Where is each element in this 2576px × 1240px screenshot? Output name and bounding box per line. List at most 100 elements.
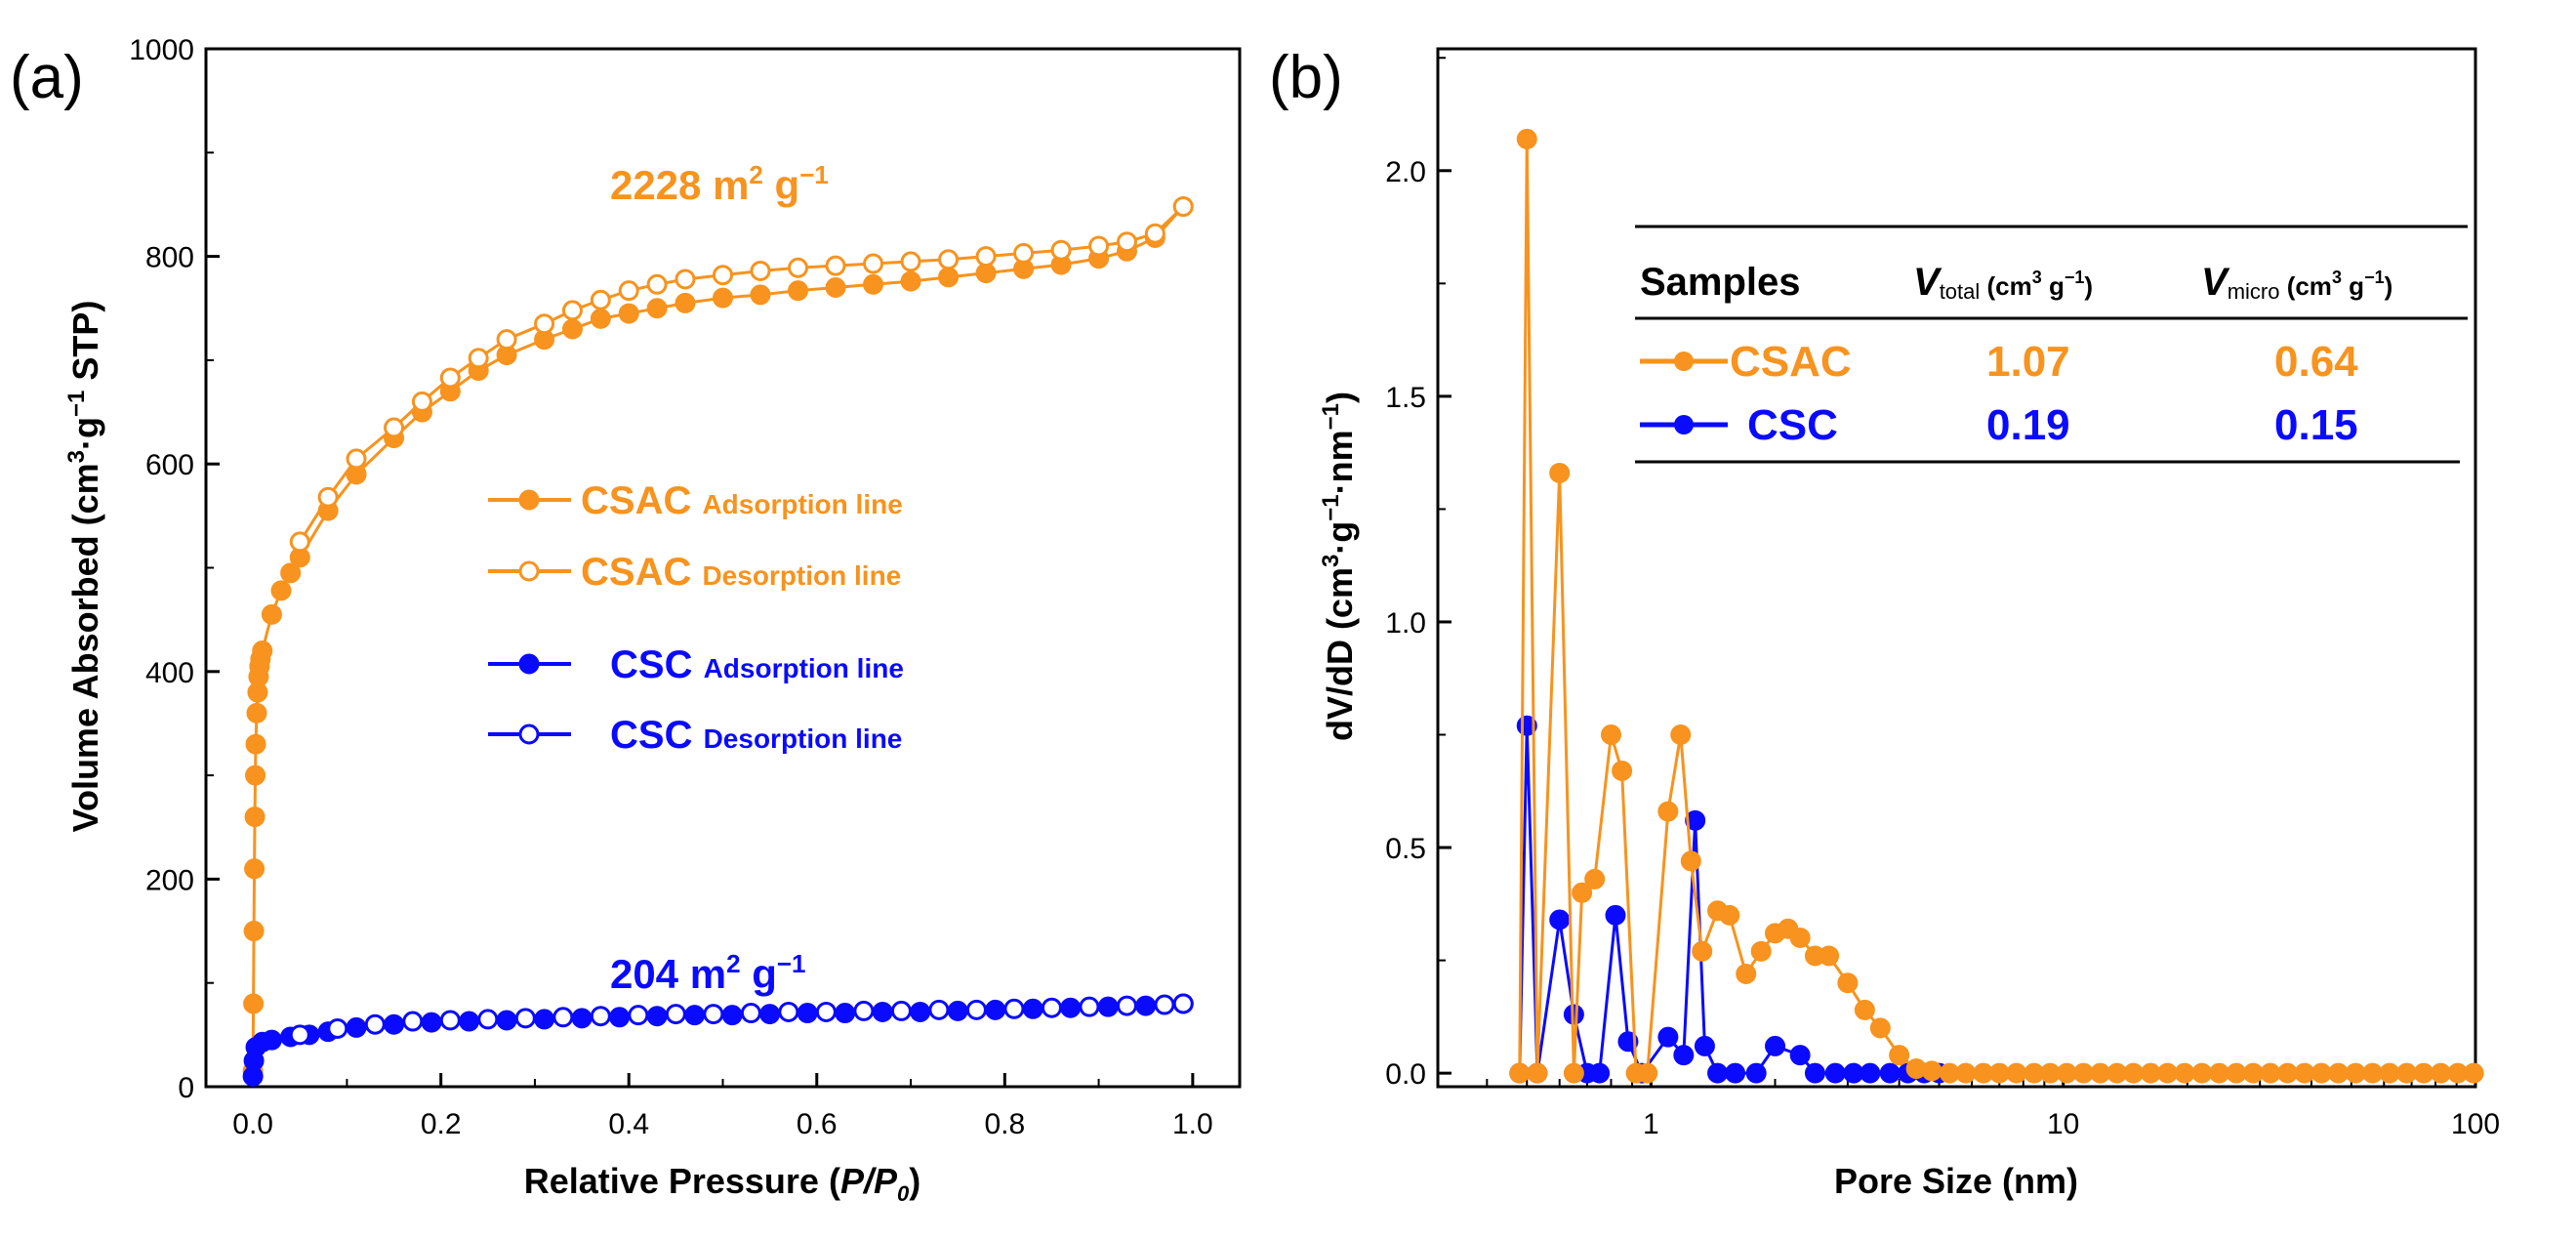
- data-point: [590, 308, 611, 329]
- data-point: [590, 1006, 611, 1027]
- data-point: [245, 765, 266, 786]
- y-tick-label: 2.0: [1385, 156, 1426, 188]
- data-point: [402, 1011, 424, 1032]
- data-point: [1172, 196, 1194, 218]
- data-point: [628, 1005, 649, 1026]
- data-point: [1819, 945, 1840, 967]
- x-tick-label: 0.0: [232, 1108, 273, 1140]
- data-point: [346, 448, 367, 470]
- data-point: [327, 1017, 348, 1039]
- data-point: [2191, 1062, 2213, 1084]
- data-point: [1804, 1062, 1825, 1084]
- data-point: [552, 1007, 574, 1028]
- data-point: [1745, 1062, 1767, 1084]
- data-point: [2242, 1062, 2264, 1084]
- data-point: [938, 267, 960, 288]
- data-point: [561, 300, 583, 321]
- data-point: [439, 1010, 461, 1031]
- y-tick-label: 200: [145, 864, 194, 896]
- data-point: [2123, 1062, 2145, 1084]
- panel-b-frame: [1436, 47, 2477, 1089]
- data-point: [1750, 940, 1772, 962]
- data-point: [928, 999, 950, 1020]
- data-point: [646, 273, 668, 295]
- x-tick-label: 1.0: [1172, 1108, 1213, 1140]
- data-point: [825, 255, 846, 276]
- data-point: [975, 246, 997, 268]
- data-point: [364, 1013, 386, 1035]
- data-point: [1921, 1060, 1942, 1082]
- data-point: [439, 367, 461, 389]
- data-point: [1824, 1062, 1846, 1084]
- data-point: [1736, 963, 1757, 984]
- legend-label: CSC Desorption line: [610, 714, 902, 757]
- csac-legend-marker: [1674, 351, 1694, 371]
- panel-b-x-axis-title: Pore Size (nm): [1834, 1161, 2078, 1201]
- data-point: [1789, 1045, 1811, 1066]
- data-point: [938, 249, 960, 270]
- data-point: [411, 391, 432, 412]
- legend-label: CSC Adsorption line: [610, 643, 904, 686]
- data-point: [243, 921, 265, 942]
- data-point: [317, 486, 339, 508]
- y-tick-label: 1000: [129, 34, 194, 66]
- data-point: [289, 531, 310, 553]
- data-point: [1673, 1045, 1695, 1066]
- data-point: [1854, 999, 1875, 1020]
- table-vmicro-csc: 0.15: [2274, 401, 2358, 449]
- data-point: [1050, 239, 1072, 261]
- data-point: [1584, 868, 1606, 889]
- data-point: [590, 289, 611, 310]
- panel-b-y-axis-title: dV/dD (cm3·g−1·nm−1): [1318, 392, 1360, 741]
- data-point: [890, 1000, 912, 1021]
- data-point: [468, 348, 489, 369]
- data-point: [1837, 972, 1859, 994]
- data-point: [244, 806, 266, 828]
- data-point: [1657, 1026, 1679, 1048]
- data-point: [245, 733, 266, 755]
- data-point: [863, 253, 884, 274]
- data-point: [289, 1024, 310, 1046]
- data-point: [778, 1001, 799, 1022]
- data-point: [1685, 809, 1706, 831]
- data-point: [246, 702, 267, 723]
- data-point: [2006, 1062, 2027, 1084]
- data-point: [825, 276, 846, 298]
- legend-item-csc-adsorption: CSC Adsorption line: [488, 643, 904, 686]
- data-point: [788, 257, 809, 278]
- legend-marker: [518, 489, 540, 511]
- surface-area-annotation-csac: 2228 m2 g−1: [610, 160, 829, 208]
- data-point: [1765, 1035, 1786, 1056]
- y-tick-label: 0: [178, 1072, 194, 1104]
- legend-label: CSAC Adsorption line: [581, 479, 903, 522]
- data-point: [1605, 904, 1626, 926]
- panel-a-isotherm-chart: (a) 0.0 0.2 0.4 0.6 0.8 1.002004006008001000 …: [10, 34, 1242, 1206]
- data-point: [2208, 1062, 2229, 1084]
- table-vmicro-csac: 0.64: [2274, 338, 2358, 386]
- data-point: [280, 562, 302, 584]
- data-point: [1694, 1035, 1715, 1056]
- table-row-csc: CSC 0.19 0.15: [1640, 401, 2358, 449]
- data-point: [1637, 1062, 1658, 1084]
- table-header-vtotal: Vtotal (cm3 g−1): [1913, 261, 2093, 304]
- data-point: [1154, 994, 1175, 1015]
- data-point: [1879, 1062, 1901, 1084]
- data-point: [713, 265, 733, 286]
- data-point: [270, 580, 292, 601]
- data-point: [1116, 231, 1137, 253]
- data-point: [675, 292, 696, 313]
- data-point: [815, 1001, 837, 1022]
- data-point: [1612, 760, 1633, 781]
- surface-area-annotation-csc: 204 m2 g−1: [610, 949, 806, 997]
- panel-b-label: (b): [1269, 44, 1343, 111]
- data-point: [1549, 909, 1571, 930]
- data-point: [665, 1004, 686, 1025]
- table-row-csac: CSAC 1.07 0.64: [1640, 338, 2358, 386]
- table-sample-csac: CSAC: [1730, 338, 1852, 386]
- table-vtotal-csc: 0.19: [1986, 401, 2070, 449]
- table-header-samples: Samples: [1640, 261, 1801, 304]
- data-point: [675, 269, 696, 290]
- data-point: [1172, 993, 1194, 1014]
- data-point: [477, 1009, 499, 1030]
- data-point: [618, 303, 639, 324]
